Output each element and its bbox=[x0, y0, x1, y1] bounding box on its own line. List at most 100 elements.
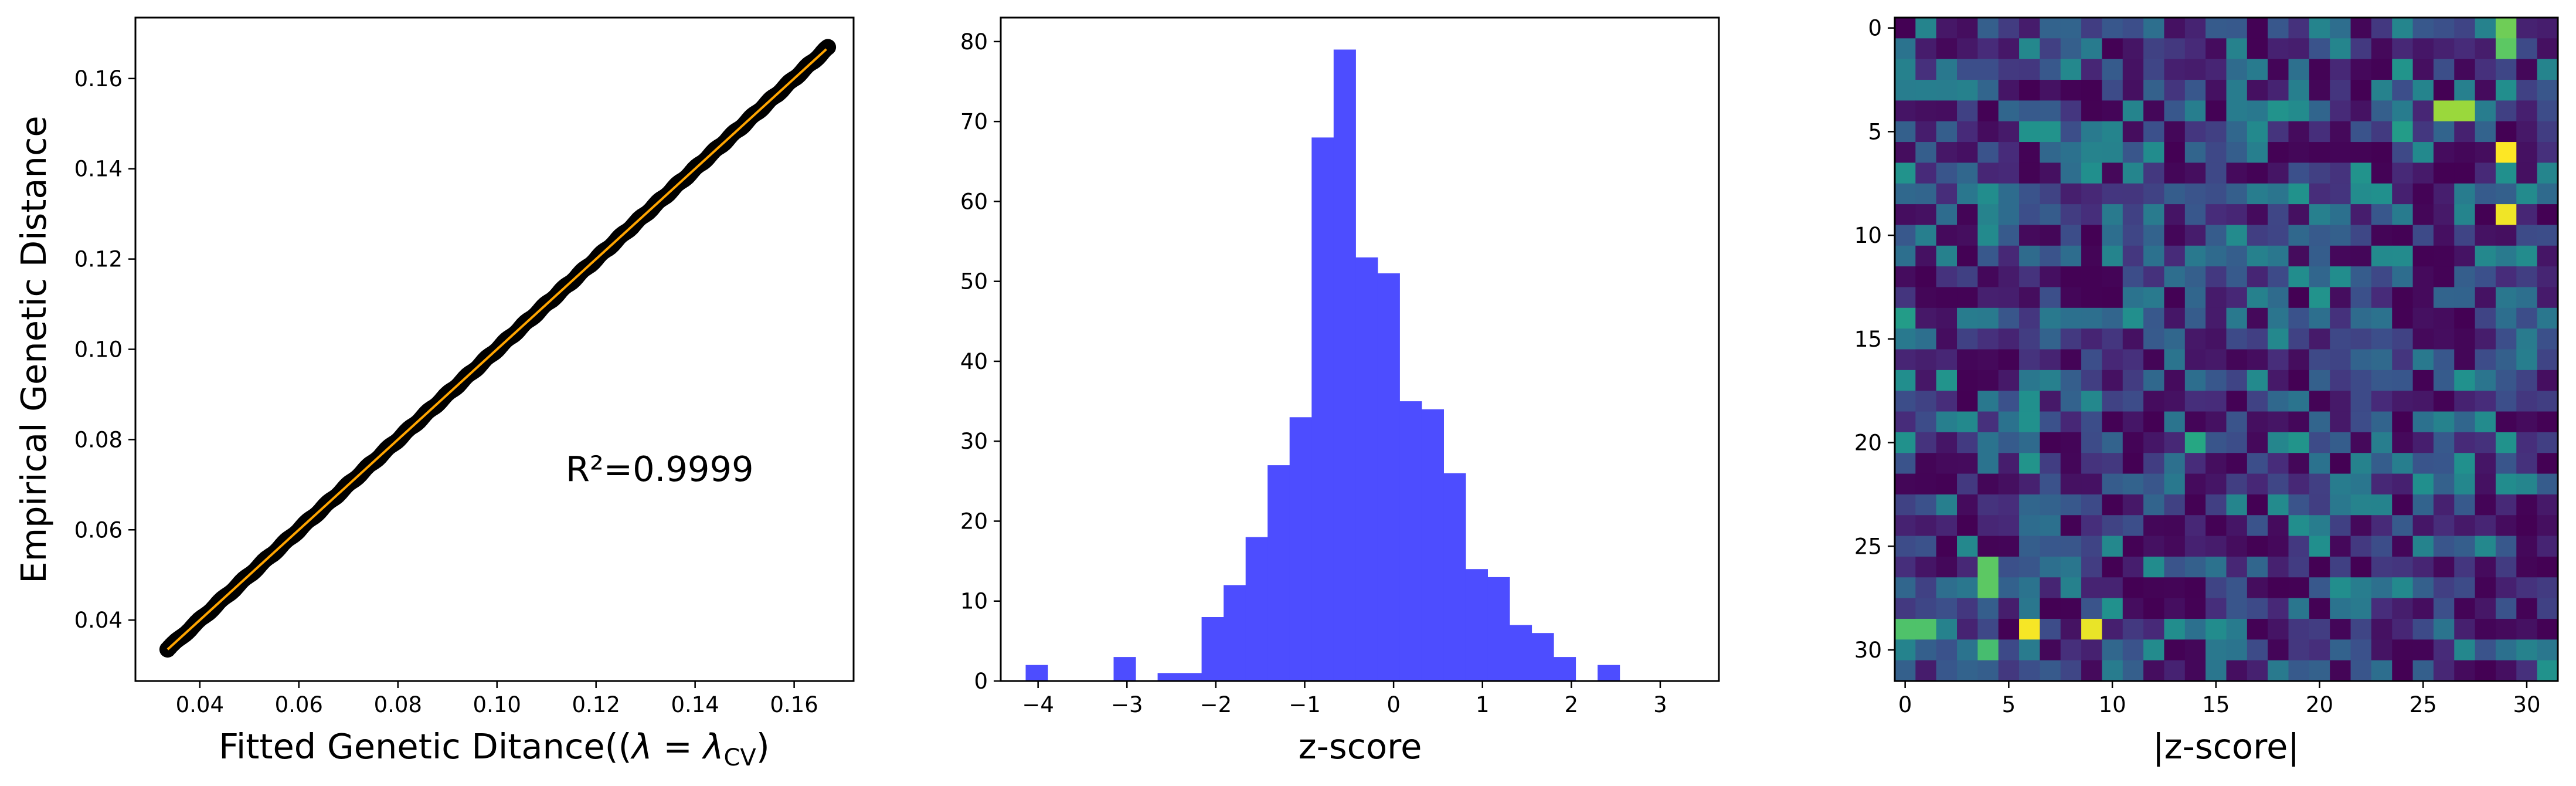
heatmap-cell bbox=[2143, 59, 2164, 80]
heatmap-cell bbox=[2330, 536, 2351, 557]
heatmap-cell bbox=[2226, 391, 2248, 412]
heatmap-cell bbox=[2495, 411, 2517, 433]
heatmap-cell bbox=[1957, 618, 1978, 640]
heatmap-cell bbox=[2122, 577, 2144, 599]
heatmap-cell bbox=[2516, 38, 2538, 60]
heatmap-cell bbox=[2247, 618, 2268, 640]
heatmap-cell bbox=[1998, 225, 2020, 246]
heatmap-cell bbox=[2164, 142, 2186, 163]
heatmap-cell bbox=[2060, 142, 2082, 163]
heatmap-cell bbox=[2350, 142, 2372, 163]
heatmap-cell bbox=[2454, 639, 2476, 661]
heatmap-cell bbox=[1936, 287, 1958, 309]
heatmap-cell bbox=[1957, 162, 1978, 184]
heatmap-cell bbox=[2102, 473, 2123, 495]
heatmap-cell bbox=[2288, 453, 2310, 475]
heatmap-cell bbox=[2495, 598, 2517, 619]
heatmap-cell bbox=[2122, 391, 2144, 412]
heatmap-cell bbox=[2102, 80, 2123, 101]
heatmap-cell bbox=[2412, 245, 2434, 267]
x-tick-label: 1 bbox=[1476, 692, 1490, 717]
heatmap-cell bbox=[1957, 245, 1978, 267]
heatmap-cell bbox=[2392, 556, 2414, 578]
heatmap-cell bbox=[2122, 453, 2144, 475]
heatmap-cell bbox=[2205, 515, 2227, 537]
heatmap-cell bbox=[1957, 80, 1978, 101]
heatmap-cell bbox=[2081, 142, 2102, 163]
heatmap-cell bbox=[1977, 162, 1999, 184]
heatmap-cell bbox=[2350, 18, 2372, 39]
heatmap-cell bbox=[2475, 577, 2496, 599]
heatmap-cell bbox=[1915, 80, 1937, 101]
heatmap-cell bbox=[1936, 80, 1958, 101]
y-tick-label: 20 bbox=[960, 509, 988, 534]
heatmap-cell bbox=[2247, 432, 2268, 453]
heatmap-cell bbox=[2040, 618, 2061, 640]
heatmap-cell bbox=[2040, 432, 2061, 453]
heatmap-cell bbox=[2475, 18, 2496, 39]
heatmap-cell bbox=[2226, 536, 2248, 557]
heatmap-cell bbox=[2226, 660, 2248, 682]
heatmap-cell bbox=[2309, 225, 2330, 246]
heatmap-cell bbox=[2060, 328, 2082, 350]
heatmap-cell bbox=[1895, 266, 1916, 287]
heatmap-cell bbox=[1895, 204, 1916, 225]
heatmap-cell bbox=[1998, 245, 2020, 267]
heatmap-cell bbox=[1936, 391, 1958, 412]
heatmap-cell bbox=[2454, 287, 2476, 309]
heatmap-cell bbox=[2433, 473, 2455, 495]
heatmap-cell bbox=[2019, 162, 2040, 184]
heatmap-cell bbox=[2309, 142, 2330, 163]
heatmap-cell bbox=[2433, 391, 2455, 412]
heatmap-cell bbox=[2060, 204, 2082, 225]
heatmap-cell bbox=[2143, 328, 2164, 350]
heatmap-cell bbox=[2019, 618, 2040, 640]
heatmap-cell bbox=[2516, 59, 2538, 80]
y-tick-label: 0.10 bbox=[74, 337, 123, 362]
heatmap-cell bbox=[1977, 80, 1999, 101]
heatmap-cell bbox=[2102, 183, 2123, 205]
heatmap-cell bbox=[2371, 453, 2393, 475]
heatmap-cell bbox=[2309, 515, 2330, 537]
heatmap-cell bbox=[2247, 349, 2268, 371]
heatmap-cell bbox=[2184, 204, 2206, 225]
heatmap-cell bbox=[2081, 38, 2102, 60]
histogram-bar bbox=[1510, 625, 1532, 681]
heatmap-cell bbox=[2102, 515, 2123, 537]
heatmap-cell bbox=[2350, 639, 2372, 661]
heatmap-cell bbox=[2122, 183, 2144, 205]
heatmap-cell bbox=[1895, 473, 1916, 495]
heatmap-cell bbox=[2040, 328, 2061, 350]
heatmap-cell bbox=[2392, 370, 2414, 391]
heatmap-cell bbox=[2268, 80, 2289, 101]
heatmap-cell bbox=[2226, 204, 2248, 225]
heatmap-cell bbox=[2412, 59, 2434, 80]
heatmap-cell bbox=[2081, 162, 2102, 184]
scatter-y-axis-label: Empirical Genetic Distance bbox=[13, 116, 54, 583]
heatmap-cell bbox=[2433, 494, 2455, 516]
heatmap-cell bbox=[2412, 307, 2434, 329]
heatmap-cell bbox=[2247, 204, 2268, 225]
heatmap-cell bbox=[2475, 349, 2496, 371]
histogram-bar bbox=[1245, 537, 1268, 681]
heatmap-cell bbox=[2288, 80, 2310, 101]
heatmap-cell bbox=[2019, 432, 2040, 453]
heatmap-cell bbox=[2350, 349, 2372, 371]
heatmap-cell bbox=[2040, 142, 2061, 163]
heatmap-cell bbox=[1998, 266, 2020, 287]
heatmap-cell bbox=[2102, 18, 2123, 39]
heatmap-cell bbox=[1895, 307, 1916, 329]
heatmap-cell bbox=[2371, 494, 2393, 516]
heatmap-cell bbox=[2288, 598, 2310, 619]
heatmap-cell bbox=[2081, 556, 2102, 578]
heatmap-cell bbox=[2495, 494, 2517, 516]
heatmap-cell bbox=[2060, 307, 2082, 329]
heatmap-cell bbox=[2516, 618, 2538, 640]
heatmap-cell bbox=[2433, 328, 2455, 350]
heatmap-cell bbox=[2288, 660, 2310, 682]
heatmap-cell bbox=[2309, 18, 2330, 39]
heatmap-cell bbox=[1915, 660, 1937, 682]
x-tick-label: 10 bbox=[2099, 692, 2126, 717]
heatmap-cell bbox=[2143, 391, 2164, 412]
heatmap-cell bbox=[2019, 245, 2040, 267]
